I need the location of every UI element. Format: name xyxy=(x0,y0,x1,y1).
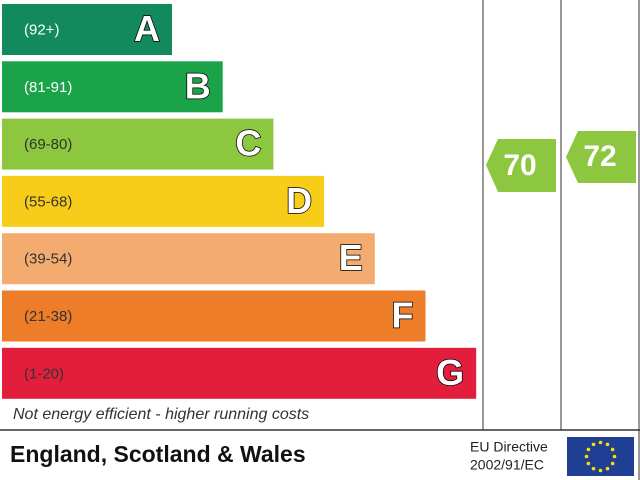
bands: (92+) A (81-91) B (69-80) C (55-68) D (39-54) E (2… xyxy=(2,4,477,399)
star xyxy=(605,466,610,471)
star xyxy=(610,447,615,452)
band xyxy=(2,61,223,113)
band xyxy=(2,290,426,342)
band xyxy=(2,347,477,399)
band-letter: E xyxy=(339,237,363,278)
band-letter: G xyxy=(436,352,464,393)
star xyxy=(591,442,596,447)
band-range: (81-91) xyxy=(24,79,72,96)
band-range: (55-68) xyxy=(24,193,72,210)
band xyxy=(2,233,375,285)
band-letter: B xyxy=(185,65,211,106)
star xyxy=(586,461,591,466)
star xyxy=(586,447,591,452)
flag-stars xyxy=(584,440,617,473)
band xyxy=(2,4,172,55)
band-letter: D xyxy=(286,180,312,221)
band-range: (21-38) xyxy=(24,308,72,325)
current-score: 70 xyxy=(503,149,536,182)
potential-score: 72 xyxy=(583,140,616,173)
band-range: (1-20) xyxy=(24,365,64,382)
region: England, Scotland & Wales xyxy=(10,441,306,467)
directive: EU Directive xyxy=(470,439,548,455)
directive: 2002/91/EC xyxy=(470,457,544,473)
potential-arrow xyxy=(566,131,636,183)
footer-note: Not energy efficient - higher running co… xyxy=(13,406,309,423)
star xyxy=(598,440,603,445)
band-letter: A xyxy=(134,8,160,49)
band-range: (69-80) xyxy=(24,136,72,153)
current-arrow xyxy=(486,139,556,192)
star xyxy=(584,454,589,459)
star xyxy=(612,454,617,459)
star xyxy=(605,442,610,447)
band-range: (92+) xyxy=(24,21,59,38)
band-letter: C xyxy=(235,123,261,164)
star xyxy=(610,461,615,466)
band xyxy=(2,175,325,227)
star xyxy=(598,468,603,473)
star xyxy=(591,466,596,471)
band-letter: F xyxy=(392,295,414,336)
band xyxy=(2,118,274,170)
eu-flag xyxy=(567,437,634,476)
band-range: (39-54) xyxy=(24,251,72,268)
